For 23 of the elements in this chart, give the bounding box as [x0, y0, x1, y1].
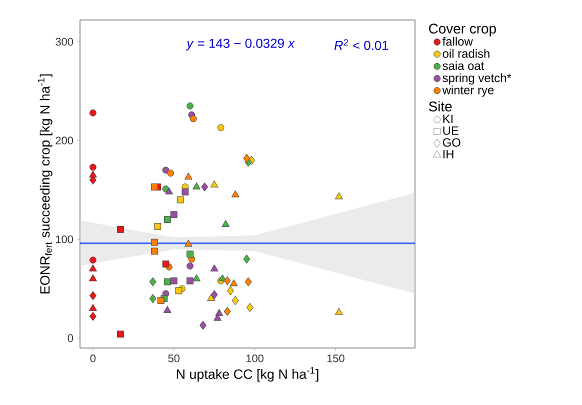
legend-label: winter rye	[442, 86, 494, 97]
legend-label: saia oat	[442, 61, 484, 70]
legend-label: UE	[443, 126, 458, 135]
annotation: R$^{2}$ < 0.01	[334, 39, 388, 50]
legend-label: oil radish	[442, 49, 490, 58]
y-tick-label: 100	[56, 235, 74, 244]
y-tick-label: 200	[56, 136, 74, 144]
legend-label: KI	[443, 114, 453, 124]
legend-label: fallow	[442, 36, 473, 46]
x-tick-label: 100	[246, 354, 264, 362]
legend-label: spring vetch*	[442, 73, 512, 85]
text: Cover crop	[429, 24, 496, 36]
annotation: y = 143 − 0.0329 x	[186, 38, 295, 50]
y-tick-label: 300	[56, 38, 74, 46]
x-tick-label: 50	[168, 354, 180, 362]
x-tick-label: 150	[327, 354, 344, 362]
legend-label: GO	[442, 138, 460, 147]
y-axis-title: EONR$_{fert}$ succeeding crop [kg N ha$^{-1}$]	[38, 74, 52, 294]
text: Site	[428, 101, 452, 112]
x-tick-label: 0	[90, 354, 96, 362]
legend-label: IH	[443, 150, 454, 158]
x-axis-title: N uptake CC [kg N ha$^{-1}$]	[176, 367, 318, 382]
y-tick-label: 0	[68, 334, 74, 342]
